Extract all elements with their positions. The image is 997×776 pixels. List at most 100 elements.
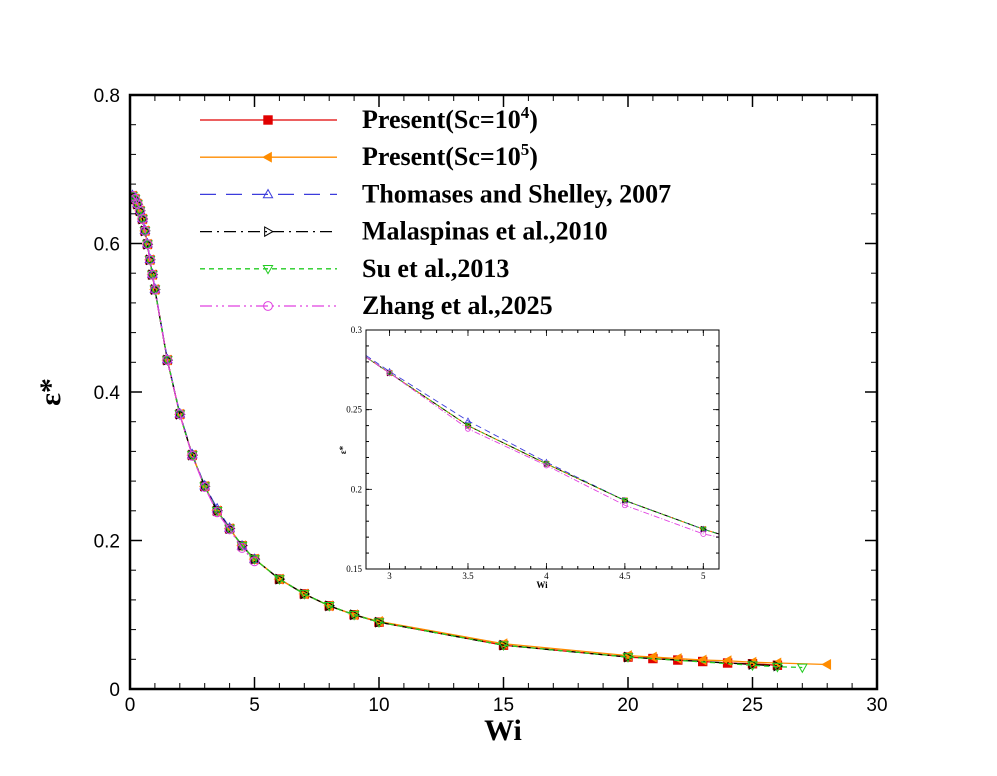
legend-label-zhang: Zhang et al.,2025 [362, 291, 553, 320]
inset-point-zhang [386, 370, 393, 376]
legend-marker-su [262, 264, 274, 275]
main-x-tick-label: 15 [493, 695, 514, 716]
inset-point-zhang [621, 502, 628, 509]
main-point-su [373, 618, 385, 629]
main-x-axis-title: Wi [484, 714, 522, 747]
inset-x-tick-label: 4 [544, 571, 549, 581]
legend: Present(Sc=104)Present(Sc=105)Thomases a… [200, 103, 671, 320]
main-point-zhang [212, 507, 223, 518]
inset-point-su [621, 498, 629, 505]
inset-y-tick-label: 0.15 [346, 564, 362, 574]
main-point-malaspinas [143, 238, 154, 250]
main-point-malaspinas [350, 609, 360, 621]
legend-marker-malaspinas [264, 226, 274, 238]
legend-label-present-sc1e5: Present(Sc=105) [362, 140, 538, 171]
main-point-zhang [140, 225, 150, 236]
inset-ticks-group: 3 3.5 4 4.5 5 0.15 0.2 0.25 0.3 [346, 325, 720, 581]
inset-point-su [464, 423, 472, 430]
inset-point-zhang [543, 462, 550, 469]
main-point-present-sc1e5 [821, 659, 832, 670]
main-y-tick-label: 0 [109, 680, 120, 701]
main-point-su [298, 590, 310, 600]
inset-series-line-su [366, 356, 719, 535]
main-series-line-zhang [131, 195, 255, 562]
legend-marker-present-sc1e4 [263, 115, 273, 125]
main-point-zhang [132, 199, 143, 210]
main-point-su [131, 200, 143, 210]
main-point-malaspinas [275, 573, 286, 585]
main-y-tick-label: 0.6 [94, 235, 120, 256]
legend-marker-present-sc1e5 [262, 151, 272, 163]
legend-label-text: Present(Sc=10 [362, 105, 521, 134]
legend-item-malaspinas: Malaspinas et al.,2010 [200, 217, 608, 246]
legend-label-malaspinas: Malaspinas et al.,2010 [362, 217, 608, 246]
main-x-tick-label: 30 [866, 695, 887, 716]
main-x-tick-label: 0 [125, 695, 136, 716]
main-point-zhang [137, 214, 148, 224]
inset-y-axis-title: ε* [338, 445, 348, 454]
main-point-zhang [187, 450, 198, 461]
main-point-su [141, 240, 153, 251]
inset-point-su [543, 461, 550, 468]
inset-point-su [699, 526, 707, 533]
main-point-su [174, 410, 186, 421]
main-point-malaspinas [499, 639, 510, 651]
main-point-zhang [142, 239, 153, 250]
main-y-axis-title: ε* [34, 378, 67, 406]
main-point-zhang [249, 556, 260, 567]
inset-plot: 3 3.5 4 4.5 5 0.15 0.2 0.25 0.3 Wi ε* [338, 325, 720, 590]
inset-point-thomases-shelley [464, 417, 472, 424]
main-point-su [273, 575, 285, 585]
inset-background [366, 330, 719, 569]
main-point-zhang [199, 482, 210, 492]
legend-label-thomases-shelley: Thomases and Shelley, 2007 [362, 179, 671, 208]
main-point-zhang [130, 191, 138, 201]
main-point-malaspinas [300, 588, 311, 600]
main-point-malaspinas [325, 600, 336, 612]
main-point-su [236, 541, 248, 552]
main-point-zhang [145, 254, 155, 265]
legend-item-present-sc1e4: Present(Sc=104) [200, 103, 538, 134]
main-point-su [323, 601, 335, 612]
main-point-su [622, 653, 634, 663]
main-point-su [249, 555, 260, 565]
legend-item-zhang: Zhang et al.,2025 [200, 291, 553, 320]
legend-label-end: ) [529, 105, 538, 134]
inset-x-axis-title: Wi [536, 580, 548, 590]
main-point-zhang [174, 409, 185, 420]
legend-label-text: Present(Sc=10 [362, 142, 521, 171]
inset-series-line-zhang [366, 356, 719, 538]
main-series-group [130, 189, 832, 674]
inset-series-zhang [366, 356, 719, 538]
legend-label-present-sc1e4: Present(Sc=104) [362, 103, 538, 134]
inset-y-tick-label: 0.25 [346, 405, 362, 415]
main-x-tick-label: 10 [368, 695, 389, 716]
inset-point-zhang [465, 425, 471, 432]
inset-x-tick-label: 4.5 [619, 571, 631, 581]
legend-label-text: Su et al.,2013 [362, 254, 509, 283]
main-point-zhang [237, 543, 247, 553]
main-point-zhang [224, 524, 235, 535]
main-point-su [498, 641, 509, 652]
inset-series-group [366, 355, 719, 538]
main-point-su [136, 215, 148, 225]
inset-frame [365, 329, 720, 570]
legend-item-thomases-shelley: Thomases and Shelley, 2007 [200, 179, 671, 208]
main-ticks-group: 0 5 10 15 20 25 30 0 0.2 0.4 0.6 0.8 [94, 86, 888, 716]
legend-label-text: Thomases and Shelley, 2007 [362, 179, 671, 208]
main-point-su [348, 610, 360, 621]
legend-label-superscript: 4 [521, 103, 530, 122]
legend-item-su: Su et al.,2013 [200, 254, 509, 283]
main-point-su [771, 662, 783, 673]
main-point-su [747, 661, 758, 672]
main-y-tick-label: 0.4 [94, 383, 121, 404]
main-x-tick-label: 5 [249, 695, 260, 716]
main-point-su [139, 227, 151, 237]
legend-label-superscript: 5 [521, 140, 530, 159]
inset-y-tick-label: 0.3 [351, 325, 363, 335]
legend-item-present-sc1e5: Present(Sc=105) [200, 140, 538, 171]
main-point-su [796, 663, 808, 674]
main-plot: 0 5 10 15 20 25 30 0 0.2 0.4 0.6 0.8 Wi ε* [34, 86, 888, 747]
legend-label-su: Su et al.,2013 [362, 254, 509, 283]
